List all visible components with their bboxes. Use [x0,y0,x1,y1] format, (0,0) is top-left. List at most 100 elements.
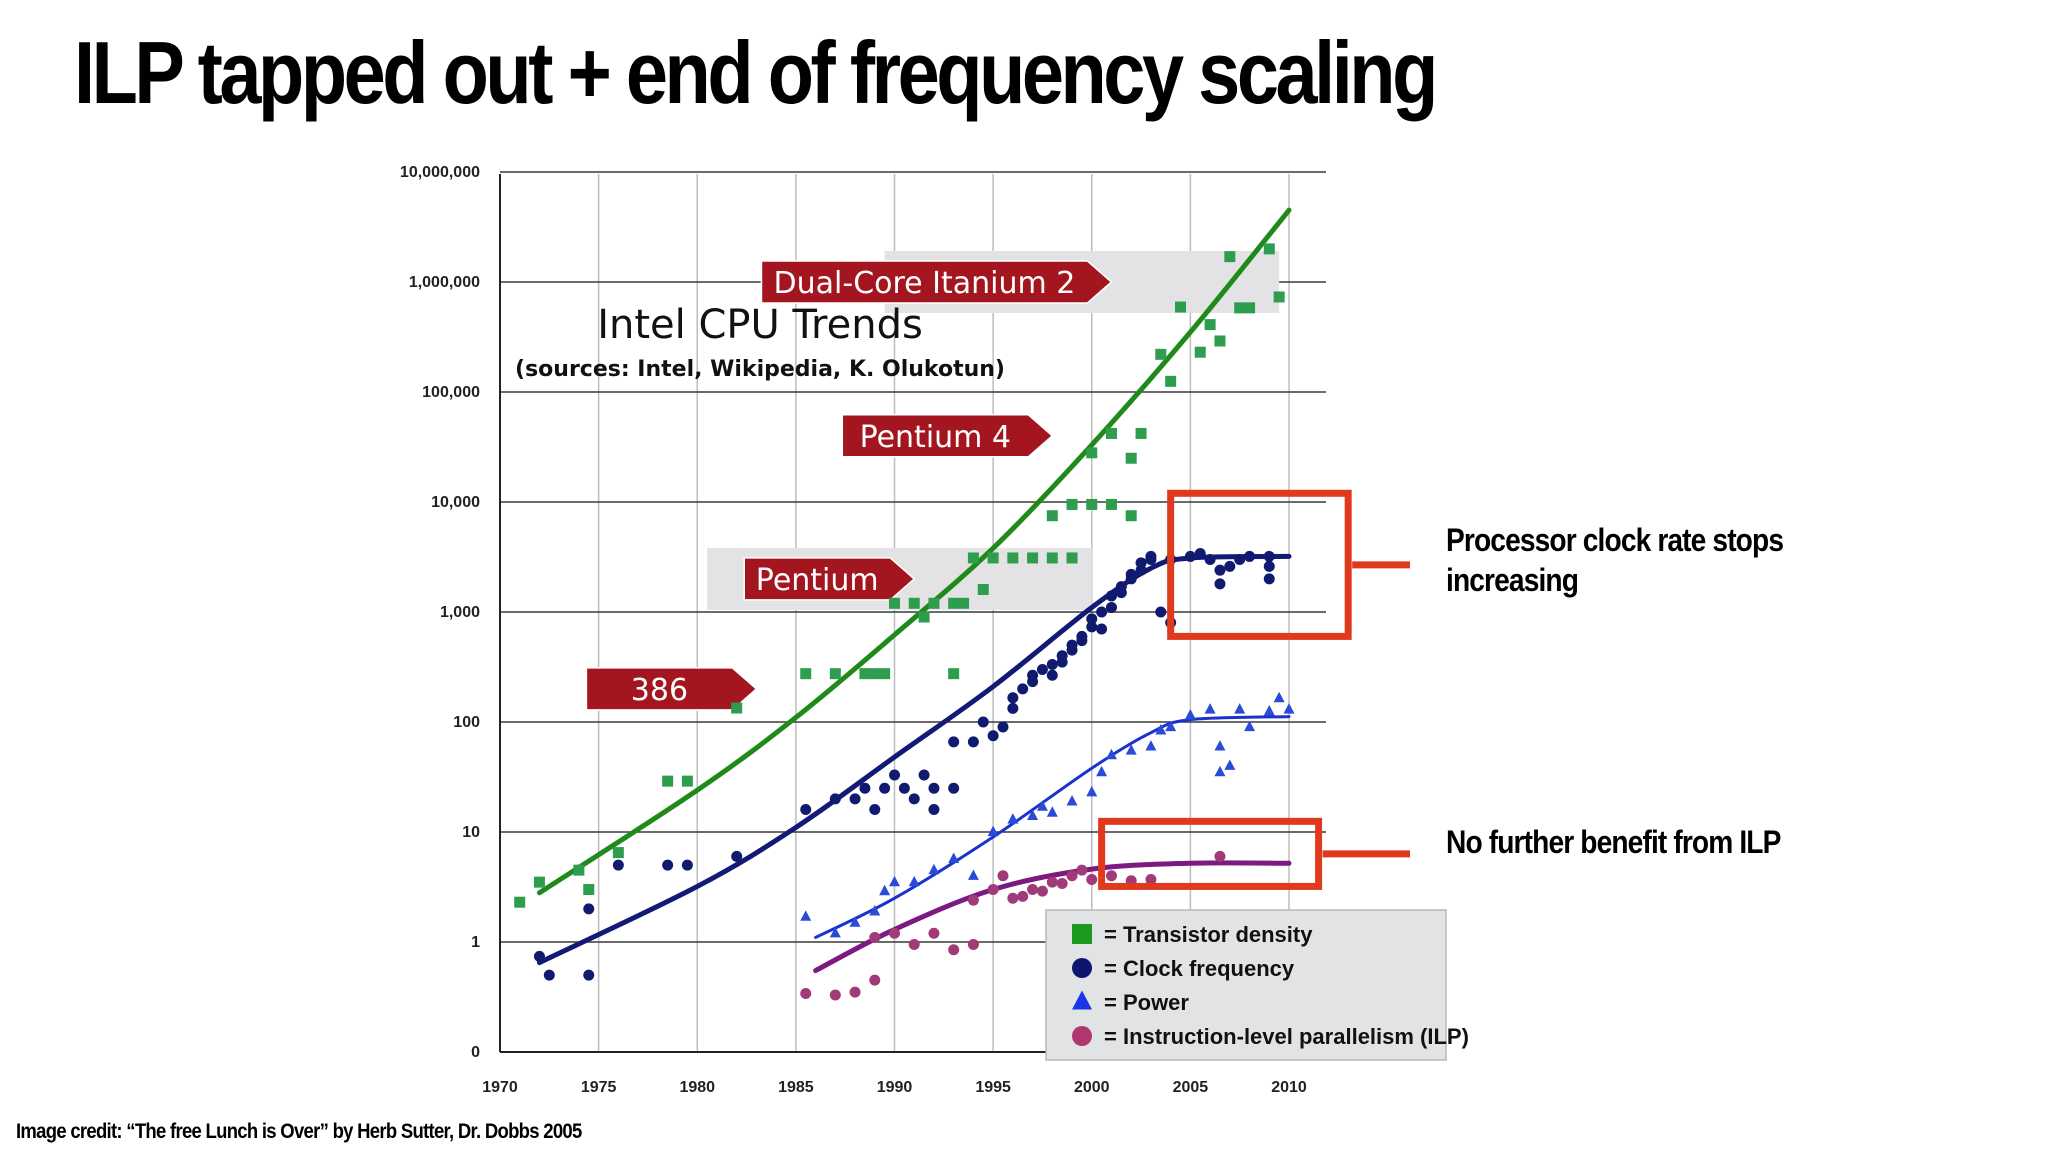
data-point [1125,510,1137,522]
data-point [1105,427,1117,439]
data-point [1027,669,1039,681]
data-point [1145,740,1157,751]
data-point [879,668,891,680]
data-point [987,884,999,896]
data-point [869,905,881,916]
legend-entry: = Power [1104,990,1189,1015]
data-point [1086,613,1098,625]
trend-line [813,860,1292,974]
data-point [829,668,841,680]
data-point [859,668,871,680]
data-point [1175,301,1187,313]
data-point [1086,873,1098,885]
data-point [1007,813,1019,824]
data-point [1105,870,1117,882]
data-point [1066,498,1078,510]
data-point [1244,302,1256,314]
data-point [1214,578,1226,590]
data-point [800,988,812,1000]
data-point [1273,691,1285,703]
data-point [1066,870,1078,882]
data-point [967,894,979,906]
data-point [1194,346,1206,358]
data-point [1244,550,1256,562]
legend-entry: = Instruction-level parallelism (ILP) [1104,1024,1469,1049]
data-point [1086,621,1098,633]
data-point [948,782,960,794]
data-point [1027,809,1039,821]
data-point [1125,568,1137,580]
data-point [879,782,891,794]
data-point [948,944,960,956]
slide-title: ILP tapped out + end of frequency scalin… [74,23,1438,122]
data-point [1244,720,1256,732]
data-point [889,927,900,939]
data-point [859,782,871,794]
data-point [533,876,545,888]
callout-clock-rate: Processor clock rate stops increasing [1446,520,1784,600]
legend-box [1045,909,1447,1061]
data-point [1155,606,1167,618]
x-tick-label: 1975 [581,1079,617,1096]
banner-arrow [841,414,1054,458]
data-point [1135,557,1147,569]
plot-background [500,174,1326,1052]
data-point [1066,552,1078,564]
data-point [1046,659,1058,671]
data-point [800,668,812,680]
chart-subtitle: (sources: Intel, Wikipedia, K. Olukotun) [515,357,1005,382]
highlight-box [1167,489,1352,640]
y-tick-label: 1 [471,934,480,951]
data-point [1145,873,1157,885]
data-point [1086,447,1098,459]
data-point [1072,990,1092,1010]
data-point [1214,740,1226,751]
data-point [869,804,881,816]
data-point [1096,606,1108,618]
data-point [908,793,920,805]
data-point [800,910,812,921]
data-point [967,736,979,748]
data-point [1125,744,1137,755]
data-point [1214,765,1226,777]
data-point [1027,552,1039,564]
y-tick-label: 1,000,000 [409,274,480,291]
data-point [612,859,624,871]
data-point [1214,335,1226,347]
banner-label: 386 [631,673,688,708]
data-point [612,847,624,859]
banner-arrow [760,260,1113,304]
data-point [731,702,743,714]
x-tick-label: 1970 [482,1079,518,1096]
data-point [1105,498,1117,510]
data-point [948,668,960,680]
chart-title: Intel CPU Trends [597,302,923,348]
axis-ticks: 0 1 10 100 1,000 10,000 100,000 1,000,000 10,000… [400,164,1307,1096]
highlight-box [1098,817,1323,890]
data-point [1046,876,1058,888]
data-point [1046,510,1058,522]
legend: = Transistor density = Clock frequency = P… [1045,909,1469,1061]
data-point [948,736,960,748]
image-credit: Image credit: “The free Lunch is Over” b… [16,1120,582,1143]
data-point [928,863,940,875]
data-point [1086,785,1098,797]
data-point [1007,692,1019,704]
data-point [1072,1026,1092,1046]
data-point [898,782,910,794]
data-point [1263,560,1275,572]
data-point [928,597,940,609]
data-point [958,597,970,609]
data-point [514,896,526,908]
callout-clock-line-2: increasing [1446,562,1579,598]
data-point [1046,806,1058,817]
data-point [948,852,960,863]
legend-entry: = Clock frequency [1104,956,1295,981]
data-point [869,668,881,680]
y-tick-label: 0 [471,1044,480,1061]
data-point [928,927,940,939]
data-point [1105,590,1117,602]
data-point [908,597,920,609]
callout-clock-line-1: Processor clock rate stops [1446,522,1784,558]
data-point [889,875,900,887]
